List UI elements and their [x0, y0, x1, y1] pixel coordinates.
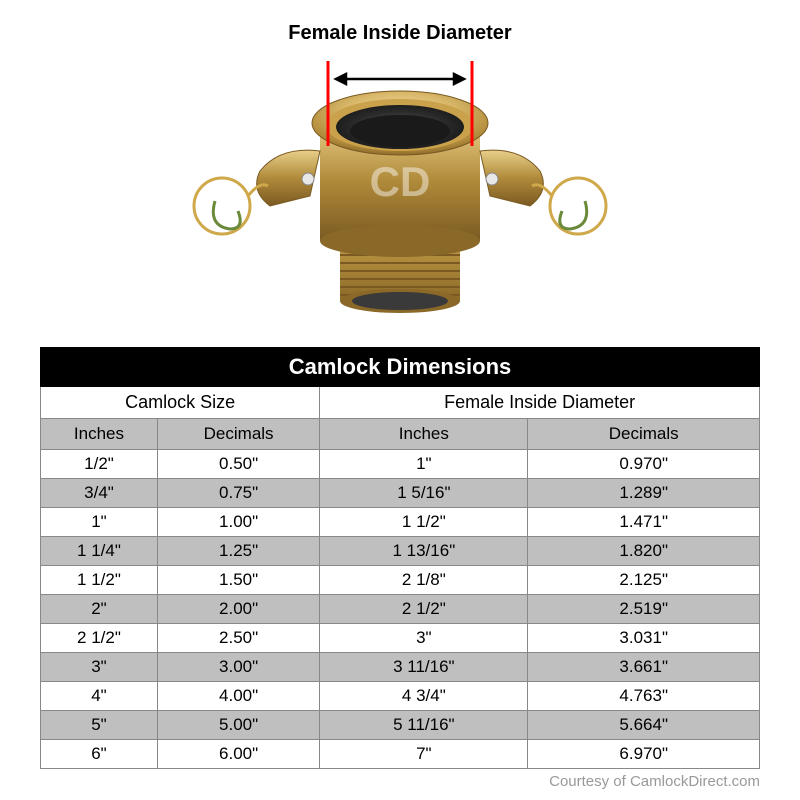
table-row: 2 1/2"2.50"3"3.031": [41, 624, 760, 653]
table-row: 3/4"0.75"1 5/16"1.289": [41, 479, 760, 508]
table-row: 1"1.00"1 1/2"1.471": [41, 508, 760, 537]
table-cell: 3.031": [528, 624, 760, 653]
table-cell: 1.00": [157, 508, 319, 537]
table-cell: 1 1/2": [41, 566, 158, 595]
courtesy-text: Courtesy of CamlockDirect.com: [40, 773, 760, 790]
table-cell: 2 1/2": [320, 595, 528, 624]
table-cell: 1 1/2": [320, 508, 528, 537]
table-cell: 4.00": [157, 682, 319, 711]
table-cell: 1": [320, 450, 528, 479]
table-cell: 6.00": [157, 740, 319, 769]
table-cell: 3.00": [157, 653, 319, 682]
table-cell: 4 3/4": [320, 682, 528, 711]
table-cell: 1 13/16": [320, 537, 528, 566]
group-header-diameter: Female Inside Diameter: [320, 387, 760, 419]
table-cell: 0.75": [157, 479, 319, 508]
table-cell: 0.970": [528, 450, 760, 479]
table-cell: 7": [320, 740, 528, 769]
table-row: 5"5.00"5 11/16"5.664": [41, 711, 760, 740]
table-cell: 1.50": [157, 566, 319, 595]
table-row: 1 1/4"1.25"1 13/16"1.820": [41, 537, 760, 566]
table-title: Camlock Dimensions: [41, 348, 760, 387]
sub-header: Decimals: [528, 419, 760, 450]
table-cell: 6": [41, 740, 158, 769]
table-cell: 4": [41, 682, 158, 711]
dimension-arrow: [336, 74, 464, 84]
table-cell: 5.664": [528, 711, 760, 740]
table-cell: 2.125": [528, 566, 760, 595]
table-cell: 1.25": [157, 537, 319, 566]
table-row: 2"2.00"2 1/2"2.519": [41, 595, 760, 624]
watermark-text: CD: [370, 158, 431, 205]
table-cell: 3": [320, 624, 528, 653]
table-cell: 5.00": [157, 711, 319, 740]
product-illustration: CD: [160, 51, 640, 331]
sub-header: Inches: [41, 419, 158, 450]
sub-header: Decimals: [157, 419, 319, 450]
table-row: 4"4.00"4 3/4"4.763": [41, 682, 760, 711]
table-cell: 1.820": [528, 537, 760, 566]
table-cell: 3": [41, 653, 158, 682]
table-cell: 3.661": [528, 653, 760, 682]
dimensions-table-area: Camlock Dimensions Camlock Size Female I…: [40, 347, 760, 790]
dimensions-table: Camlock Dimensions Camlock Size Female I…: [40, 347, 760, 769]
table-cell: 5 11/16": [320, 711, 528, 740]
table-cell: 2 1/2": [41, 624, 158, 653]
table-row: 6"6.00"7"6.970": [41, 740, 760, 769]
table-cell: 2 1/8": [320, 566, 528, 595]
table-cell: 2.50": [157, 624, 319, 653]
table-cell: 6.970": [528, 740, 760, 769]
diagram-area: Female Inside Diameter: [40, 20, 760, 347]
table-cell: 1 5/16": [320, 479, 528, 508]
table-cell: 2.519": [528, 595, 760, 624]
group-header-size: Camlock Size: [41, 387, 320, 419]
table-row: 1 1/2"1.50"2 1/8"2.125": [41, 566, 760, 595]
table-cell: 5": [41, 711, 158, 740]
table-cell: 1": [41, 508, 158, 537]
table-cell: 1.289": [528, 479, 760, 508]
table-cell: 3 11/16": [320, 653, 528, 682]
table-row: 3"3.00"3 11/16"3.661": [41, 653, 760, 682]
table-cell: 4.763": [528, 682, 760, 711]
table-cell: 2.00": [157, 595, 319, 624]
table-cell: 3/4": [41, 479, 158, 508]
table-row: 1/2"0.50"1"0.970": [41, 450, 760, 479]
sub-header: Inches: [320, 419, 528, 450]
table-cell: 1/2": [41, 450, 158, 479]
table-cell: 2": [41, 595, 158, 624]
table-cell: 1 1/4": [41, 537, 158, 566]
table-cell: 1.471": [528, 508, 760, 537]
table-cell: 0.50": [157, 450, 319, 479]
diagram-title: Female Inside Diameter: [288, 22, 511, 45]
